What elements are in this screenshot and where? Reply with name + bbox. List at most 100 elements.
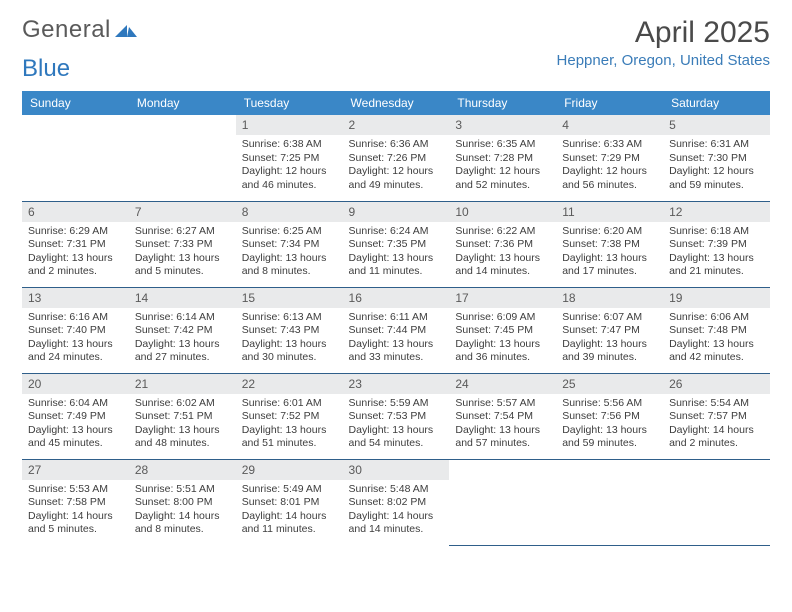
daylight-line: Daylight: 13 hours and 27 minutes. bbox=[135, 338, 230, 365]
daylight-line: Daylight: 13 hours and 5 minutes. bbox=[135, 252, 230, 279]
day-cell: 9Sunrise: 6:24 AMSunset: 7:35 PMDaylight… bbox=[343, 201, 450, 287]
empty-cell bbox=[129, 115, 236, 201]
day-number: 25 bbox=[556, 374, 663, 394]
daylight-line: Daylight: 12 hours and 49 minutes. bbox=[349, 165, 444, 192]
day-number: 23 bbox=[343, 374, 450, 394]
day-number: 27 bbox=[22, 460, 129, 480]
sunrise-line: Sunrise: 6:20 AM bbox=[562, 225, 657, 239]
daylight-line: Daylight: 13 hours and 2 minutes. bbox=[28, 252, 123, 279]
day-number: 14 bbox=[129, 288, 236, 308]
sunset-line: Sunset: 7:53 PM bbox=[349, 410, 444, 424]
day-body: Sunrise: 6:09 AMSunset: 7:45 PMDaylight:… bbox=[449, 308, 556, 370]
day-cell: 5Sunrise: 6:31 AMSunset: 7:30 PMDaylight… bbox=[663, 115, 770, 201]
daylight-line: Daylight: 12 hours and 46 minutes. bbox=[242, 165, 337, 192]
calendar-row: 1Sunrise: 6:38 AMSunset: 7:25 PMDaylight… bbox=[22, 115, 770, 201]
brand-mark-icon bbox=[115, 16, 137, 44]
sunset-line: Sunset: 7:31 PM bbox=[28, 238, 123, 252]
daylight-line: Daylight: 13 hours and 8 minutes. bbox=[242, 252, 337, 279]
sunrise-line: Sunrise: 6:27 AM bbox=[135, 225, 230, 239]
calendar-table: SundayMondayTuesdayWednesdayThursdayFrid… bbox=[22, 91, 770, 546]
day-cell: 27Sunrise: 5:53 AMSunset: 7:58 PMDayligh… bbox=[22, 459, 129, 545]
day-number: 10 bbox=[449, 202, 556, 222]
day-cell: 12Sunrise: 6:18 AMSunset: 7:39 PMDayligh… bbox=[663, 201, 770, 287]
sunset-line: Sunset: 7:48 PM bbox=[669, 324, 764, 338]
sunrise-line: Sunrise: 5:51 AM bbox=[135, 483, 230, 497]
day-body: Sunrise: 6:18 AMSunset: 7:39 PMDaylight:… bbox=[663, 222, 770, 284]
day-number: 6 bbox=[22, 202, 129, 222]
day-cell: 30Sunrise: 5:48 AMSunset: 8:02 PMDayligh… bbox=[343, 459, 450, 545]
sunset-line: Sunset: 7:30 PM bbox=[669, 152, 764, 166]
weekday-header-cell: Monday bbox=[129, 91, 236, 115]
day-cell: 2 Sunrise: 6:36 AMSunset: 7:26 PMDaylight… bbox=[343, 115, 450, 201]
daylight-line: Daylight: 14 hours and 14 minutes. bbox=[349, 510, 444, 537]
sunrise-line: Sunrise: 6:24 AM bbox=[349, 225, 444, 239]
sunrise-line: Sunrise: 5:53 AM bbox=[28, 483, 123, 497]
sunrise-line: Sunrise: 6:01 AM bbox=[242, 397, 337, 411]
sunrise-line: Sunrise: 6:31 AM bbox=[669, 138, 764, 152]
sunset-line: Sunset: 7:58 PM bbox=[28, 496, 123, 510]
weekday-header-cell: Friday bbox=[556, 91, 663, 115]
sunset-line: Sunset: 7:43 PM bbox=[242, 324, 337, 338]
sunrise-line: Sunrise: 6:29 AM bbox=[28, 225, 123, 239]
weekday-header-cell: Thursday bbox=[449, 91, 556, 115]
sunset-line: Sunset: 7:45 PM bbox=[455, 324, 550, 338]
daylight-line: Daylight: 13 hours and 54 minutes. bbox=[349, 424, 444, 451]
sunset-line: Sunset: 7:25 PM bbox=[242, 152, 337, 166]
sunset-line: Sunset: 7:38 PM bbox=[562, 238, 657, 252]
day-body: Sunrise: 6:24 AMSunset: 7:35 PMDaylight:… bbox=[343, 222, 450, 284]
sunset-line: Sunset: 7:26 PM bbox=[349, 152, 444, 166]
sunrise-line: Sunrise: 6:18 AM bbox=[669, 225, 764, 239]
weekday-header: SundayMondayTuesdayWednesdayThursdayFrid… bbox=[22, 91, 770, 115]
day-number: 30 bbox=[343, 460, 450, 480]
sunrise-line: Sunrise: 6:36 AM bbox=[349, 138, 444, 152]
calendar-row: 20Sunrise: 6:04 AMSunset: 7:49 PMDayligh… bbox=[22, 373, 770, 459]
sunset-line: Sunset: 7:47 PM bbox=[562, 324, 657, 338]
day-number: 3 bbox=[449, 115, 556, 135]
day-number: 2 bbox=[343, 115, 450, 135]
day-body: Sunrise: 5:59 AMSunset: 7:53 PMDaylight:… bbox=[343, 394, 450, 456]
day-cell: 18Sunrise: 6:07 AMSunset: 7:47 PMDayligh… bbox=[556, 287, 663, 373]
day-body: Sunrise: 6:35 AMSunset: 7:28 PMDaylight:… bbox=[449, 135, 556, 197]
day-cell: 7Sunrise: 6:27 AMSunset: 7:33 PMDaylight… bbox=[129, 201, 236, 287]
day-number: 20 bbox=[22, 374, 129, 394]
daylight-line: Daylight: 13 hours and 24 minutes. bbox=[28, 338, 123, 365]
sunrise-line: Sunrise: 6:07 AM bbox=[562, 311, 657, 325]
daylight-line: Daylight: 13 hours and 33 minutes. bbox=[349, 338, 444, 365]
sunrise-line: Sunrise: 6:04 AM bbox=[28, 397, 123, 411]
day-body: Sunrise: 6:04 AMSunset: 7:49 PMDaylight:… bbox=[22, 394, 129, 456]
day-body: Sunrise: 5:49 AMSunset: 8:01 PMDaylight:… bbox=[236, 480, 343, 542]
sunrise-line: Sunrise: 5:56 AM bbox=[562, 397, 657, 411]
day-cell: 22Sunrise: 6:01 AMSunset: 7:52 PMDayligh… bbox=[236, 373, 343, 459]
sunset-line: Sunset: 7:44 PM bbox=[349, 324, 444, 338]
sunrise-line: Sunrise: 5:49 AM bbox=[242, 483, 337, 497]
title-block: April 2025 Heppner, Oregon, United State… bbox=[557, 16, 770, 69]
sunset-line: Sunset: 7:57 PM bbox=[669, 410, 764, 424]
day-cell: 26Sunrise: 5:54 AMSunset: 7:57 PMDayligh… bbox=[663, 373, 770, 459]
daylight-line: Daylight: 13 hours and 17 minutes. bbox=[562, 252, 657, 279]
daylight-line: Daylight: 12 hours and 59 minutes. bbox=[669, 165, 764, 192]
day-number: 7 bbox=[129, 202, 236, 222]
day-cell: 17Sunrise: 6:09 AMSunset: 7:45 PMDayligh… bbox=[449, 287, 556, 373]
sunset-line: Sunset: 7:39 PM bbox=[669, 238, 764, 252]
daylight-line: Daylight: 13 hours and 21 minutes. bbox=[669, 252, 764, 279]
daylight-line: Daylight: 12 hours and 52 minutes. bbox=[455, 165, 550, 192]
day-number: 18 bbox=[556, 288, 663, 308]
day-cell: 24Sunrise: 5:57 AMSunset: 7:54 PMDayligh… bbox=[449, 373, 556, 459]
daylight-line: Daylight: 14 hours and 8 minutes. bbox=[135, 510, 230, 537]
day-cell: 8Sunrise: 6:25 AMSunset: 7:34 PMDaylight… bbox=[236, 201, 343, 287]
sunrise-line: Sunrise: 6:14 AM bbox=[135, 311, 230, 325]
day-number: 24 bbox=[449, 374, 556, 394]
calendar-body: 1Sunrise: 6:38 AMSunset: 7:25 PMDaylight… bbox=[22, 115, 770, 545]
day-body: Sunrise: 6:31 AMSunset: 7:30 PMDaylight:… bbox=[663, 135, 770, 197]
weekday-header-cell: Sunday bbox=[22, 91, 129, 115]
weekday-header-cell: Tuesday bbox=[236, 91, 343, 115]
sunset-line: Sunset: 7:34 PM bbox=[242, 238, 337, 252]
day-cell: 11Sunrise: 6:20 AMSunset: 7:38 PMDayligh… bbox=[556, 201, 663, 287]
day-number: 8 bbox=[236, 202, 343, 222]
day-body: Sunrise: 6:25 AMSunset: 7:34 PMDaylight:… bbox=[236, 222, 343, 284]
trailing-blank-cell bbox=[663, 459, 770, 545]
daylight-line: Daylight: 13 hours and 48 minutes. bbox=[135, 424, 230, 451]
day-cell: 21Sunrise: 6:02 AMSunset: 7:51 PMDayligh… bbox=[129, 373, 236, 459]
day-number: 13 bbox=[22, 288, 129, 308]
month-title: April 2025 bbox=[557, 16, 770, 50]
